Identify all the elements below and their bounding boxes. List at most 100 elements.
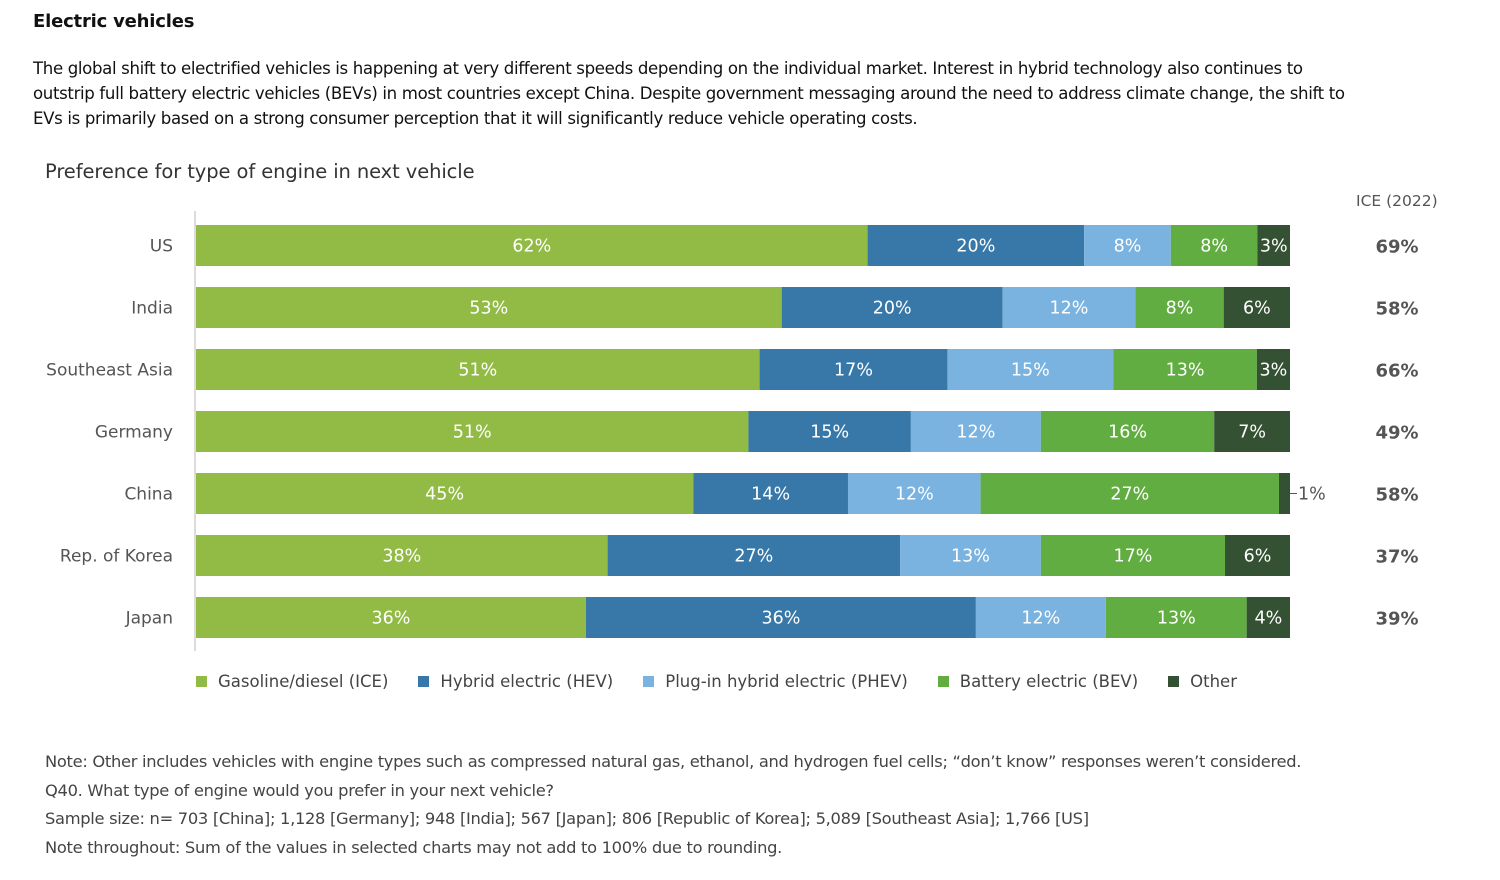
bar-india-gasoline-diesel-ice (196, 287, 782, 328)
data-label-us-gasoline-diesel-ice: 62% (512, 237, 551, 257)
category-label-rep-of-korea: Rep. of Korea (60, 547, 173, 567)
legend-item-other: Other (1168, 672, 1237, 691)
legend-swatch-ice (196, 676, 207, 687)
data-label-germany-plug-in-hybrid-electric-phev: 12% (956, 423, 995, 443)
category-label-us: US (150, 237, 173, 257)
bar-japan-plug-in-hybrid-electric-phev (975, 597, 1106, 638)
ice-2022-value-china: 58% (1375, 485, 1418, 506)
bar-india-plug-in-hybrid-electric-phev (1002, 287, 1136, 328)
bar-germany-gasoline-diesel-ice (196, 411, 749, 452)
data-label-rep-of-korea-battery-electric-bev: 17% (1113, 547, 1152, 567)
legend-swatch-bev (937, 676, 949, 687)
legend-label: Hybrid electric (HEV) (440, 672, 614, 691)
bar-southeast-asia-battery-electric-bev (1113, 349, 1257, 390)
bar-germany-battery-electric-bev (1040, 411, 1215, 452)
category-label-southeast-asia: Southeast Asia (46, 361, 173, 381)
ice-2022-value-germany: 49% (1375, 423, 1418, 444)
bar-rep-of-korea-gasoline-diesel-ice (196, 535, 608, 576)
data-label-us-hybrid-electric-hev: 20% (956, 237, 995, 257)
bar-india-hybrid-electric-hev (781, 287, 1003, 328)
chart-title: Preference for type of engine in next ve… (45, 160, 475, 183)
data-label-japan-battery-electric-bev: 13% (1157, 609, 1196, 629)
data-label-india-plug-in-hybrid-electric-phev: 12% (1050, 299, 1089, 319)
chart-legend: Gasoline/diesel (ICE) Hybrid electric (H… (196, 672, 1267, 691)
data-label-india-gasoline-diesel-ice: 53% (469, 299, 508, 319)
bar-china-battery-electric-bev (980, 473, 1279, 514)
data-label-southeast-asia-hybrid-electric-hev: 17% (834, 361, 873, 381)
legend-swatch-phev (643, 676, 655, 687)
intro-paragraph: The global shift to electrified vehicles… (33, 56, 1463, 131)
data-label-japan-plug-in-hybrid-electric-phev: 12% (1021, 609, 1060, 629)
bar-rep-of-korea-plug-in-hybrid-electric-phev (900, 535, 1041, 576)
note-line: Note throughout: Sum of the values in se… (45, 837, 783, 857)
bar-southeast-asia-other (1256, 349, 1290, 390)
bar-japan-battery-electric-bev (1105, 597, 1247, 638)
note-line: Sample size: n= 703 [China]; 1,128 [Germ… (45, 809, 1089, 828)
category-label-japan: Japan (125, 609, 173, 629)
data-label-rep-of-korea-gasoline-diesel-ice: 38% (382, 547, 421, 567)
bar-germany-plug-in-hybrid-electric-phev (910, 411, 1041, 452)
bar-rep-of-korea-other (1225, 535, 1290, 576)
legend-item-hev: Hybrid electric (HEV) (418, 672, 613, 691)
bar-rep-of-korea-battery-electric-bev (1040, 535, 1226, 576)
ice-2022-value-india: 58% (1375, 299, 1418, 320)
bar-china-plug-in-hybrid-electric-phev (847, 473, 981, 514)
category-label-china: China (124, 485, 173, 505)
intro-line: EVs is primarily based on a strong consu… (33, 109, 918, 128)
data-label-us-other: 3% (1260, 237, 1288, 257)
ice-2022-value-us: 69% (1375, 237, 1418, 258)
data-label-japan-other: 4% (1254, 609, 1282, 629)
bar-southeast-asia-gasoline-diesel-ice (196, 349, 760, 390)
data-label-southeast-asia-battery-electric-bev: 13% (1166, 361, 1205, 381)
data-label-china-gasoline-diesel-ice: 45% (425, 485, 464, 505)
legend-item-ice: Gasoline/diesel (ICE) (196, 672, 388, 691)
bar-china-hybrid-electric-hev (693, 473, 848, 514)
bar-japan-other (1246, 597, 1290, 638)
bar-japan-hybrid-electric-hev (585, 597, 976, 638)
bar-southeast-asia-hybrid-electric-hev (759, 349, 948, 390)
bar-us-other (1257, 225, 1290, 266)
data-label-germany-other: 7% (1238, 423, 1266, 443)
data-label-germany-gasoline-diesel-ice: 51% (453, 423, 492, 443)
data-label-india-other: 6% (1243, 299, 1271, 319)
data-label-rep-of-korea-hybrid-electric-hev: 27% (734, 547, 773, 567)
ice-2022-value-southeast-asia: 66% (1375, 361, 1418, 382)
legend-swatch-hev (418, 676, 430, 687)
data-label-southeast-asia-other: 3% (1260, 361, 1288, 381)
data-label-japan-hybrid-electric-hev: 36% (761, 609, 800, 629)
bar-us-hybrid-electric-hev (867, 225, 1085, 266)
data-label-germany-battery-electric-bev: 16% (1108, 423, 1147, 443)
data-label-rep-of-korea-plug-in-hybrid-electric-phev: 13% (951, 547, 990, 567)
data-label-china-hybrid-electric-hev: 14% (751, 485, 790, 505)
ice-2022-value-rep-of-korea: 37% (1375, 547, 1418, 568)
note-line: Q40. What type of engine would you prefe… (45, 780, 554, 800)
data-label-us-battery-electric-bev: 8% (1200, 237, 1228, 257)
bar-china-gasoline-diesel-ice (196, 473, 694, 514)
legend-label: Battery electric (BEV) (959, 672, 1139, 691)
ice-2022-value-japan: 39% (1375, 609, 1418, 630)
data-label-china-battery-electric-bev: 27% (1110, 485, 1149, 505)
bar-germany-other (1214, 411, 1290, 452)
bar-southeast-asia-plug-in-hybrid-electric-phev (947, 349, 1114, 390)
legend-swatch-other (1168, 676, 1180, 687)
legend-label: Gasoline/diesel (ICE) (218, 672, 389, 691)
data-label-us-plug-in-hybrid-electric-phev: 8% (1114, 237, 1142, 257)
bar-india-battery-electric-bev (1135, 287, 1224, 328)
chart-notes: Note: Other includes vehicles with engin… (45, 748, 1301, 862)
legend-label: Other (1190, 672, 1237, 691)
bar-us-plug-in-hybrid-electric-phev (1084, 225, 1171, 266)
category-label-germany: Germany (95, 423, 173, 443)
ice-2022-header: ICE (2022) (1356, 192, 1438, 210)
legend-item-phev: Plug-in hybrid electric (PHEV) (643, 672, 908, 691)
data-label-germany-hybrid-electric-hev: 15% (810, 423, 849, 443)
data-label-southeast-asia-gasoline-diesel-ice: 51% (458, 361, 497, 381)
bar-china-other (1278, 473, 1290, 514)
data-label-southeast-asia-plug-in-hybrid-electric-phev: 15% (1011, 361, 1050, 381)
bar-rep-of-korea-hybrid-electric-hev (607, 535, 901, 576)
data-label-india-hybrid-electric-hev: 20% (873, 299, 912, 319)
intro-line: The global shift to electrified vehicles… (33, 59, 1303, 78)
legend-label: Plug-in hybrid electric (PHEV) (665, 672, 908, 691)
data-label-japan-gasoline-diesel-ice: 36% (372, 609, 411, 629)
data-label-india-battery-electric-bev: 8% (1166, 299, 1194, 319)
bar-japan-gasoline-diesel-ice (196, 597, 586, 638)
